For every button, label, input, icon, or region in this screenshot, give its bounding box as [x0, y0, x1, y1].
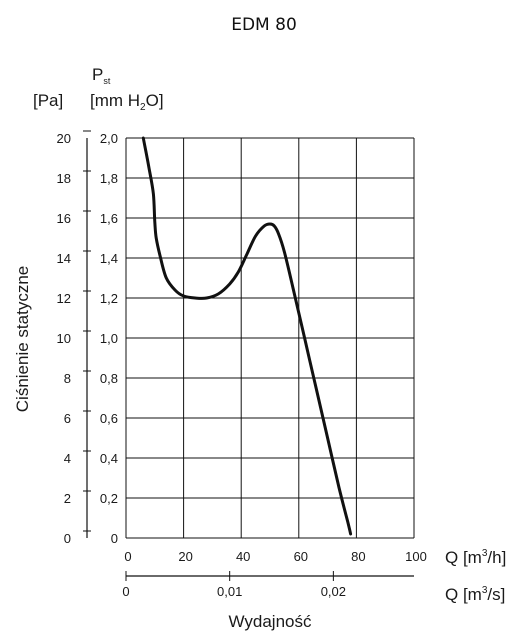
y-tick-label-mmh2o: 2,0	[100, 131, 118, 146]
chart-title: EDM 80	[231, 15, 297, 35]
y-tick-label-mmh2o: 1,2	[100, 291, 118, 306]
y-axis-label: Ciśnienie statyczne	[13, 266, 32, 412]
pressure-symbol: Pst	[92, 65, 111, 86]
y-unit-pa: [Pa]	[33, 91, 63, 110]
y-tick-label-pa: 14	[57, 251, 71, 266]
y-tick-label-mmh2o: 1,6	[100, 211, 118, 226]
y-tick-label-pa: 12	[57, 291, 71, 306]
x-ticks-m3s: 0 0,01 0,02	[122, 571, 346, 599]
y-tick-label-mmh2o: 1,0	[100, 331, 118, 346]
y-ticks-mmh2o: 0 0,2 0,4 0,6 0,8 1,0 1,2 1,4 1,6 1,8 2,0	[100, 131, 118, 546]
y-tick-label-mmh2o: 1,4	[100, 251, 118, 266]
x-tick-label-m3s: 0,02	[321, 584, 346, 599]
y-unit-mmh2o: [mm H2O]	[90, 91, 164, 113]
y-tick-label-mmh2o: 0,8	[100, 371, 118, 386]
x-ticks-m3h: 0 20 40 60 80 100	[124, 549, 426, 564]
y-tick-label-pa: 10	[57, 331, 71, 346]
x-tick-label-m3h: 60	[294, 549, 308, 564]
x-tick-label-m3h: 100	[405, 549, 427, 564]
x-tick-label-m3h: 80	[351, 549, 365, 564]
y-tick-label-pa: 6	[64, 411, 71, 426]
x-axis-label: Wydajność	[229, 612, 312, 631]
y-tick-label-pa: 4	[64, 451, 71, 466]
y-tick-label-mmh2o: 1,8	[100, 171, 118, 186]
y-tick-label-pa: 2	[64, 491, 71, 506]
y-tick-label-mmh2o: 0,4	[100, 451, 118, 466]
y-tick-label-pa: 0	[64, 531, 71, 546]
y-tick-label-mmh2o: 0,2	[100, 491, 118, 506]
pressure-subscript: st	[103, 76, 111, 86]
x-unit-m3s: Q [m3/s]	[445, 585, 505, 604]
y-tick-label-pa: 18	[57, 171, 71, 186]
series-line-pressure-curve	[141, 136, 353, 536]
x-tick-label-m3h: 20	[178, 549, 192, 564]
x-tick-label-m3h: 0	[124, 549, 131, 564]
y-tick-label-pa: 8	[64, 371, 71, 386]
y-tick-label-pa: 20	[57, 131, 71, 146]
y-tick-label-mmh2o: 0	[111, 531, 118, 546]
grid-lines	[125, 137, 415, 539]
x-tick-label-m3s: 0	[122, 584, 129, 599]
y-ticks-pa: 0 2 4 6 8 10 12 14 16 18 20	[57, 130, 91, 546]
x-tick-label-m3s: 0,01	[217, 584, 242, 599]
x-unit-m3h: Q [m3/h]	[445, 548, 506, 567]
x-tick-label-m3h: 40	[236, 549, 250, 564]
y-tick-label-mmh2o: 0,6	[100, 411, 118, 426]
y-tick-label-pa: 16	[57, 211, 71, 226]
